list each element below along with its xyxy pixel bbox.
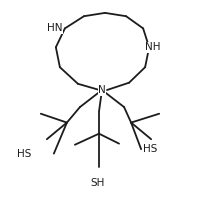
Text: N: N xyxy=(98,85,106,95)
Text: HS: HS xyxy=(17,149,32,159)
Text: HS: HS xyxy=(143,144,158,154)
Text: HN: HN xyxy=(47,23,63,33)
Text: SH: SH xyxy=(91,178,105,188)
Text: NH: NH xyxy=(145,42,161,52)
